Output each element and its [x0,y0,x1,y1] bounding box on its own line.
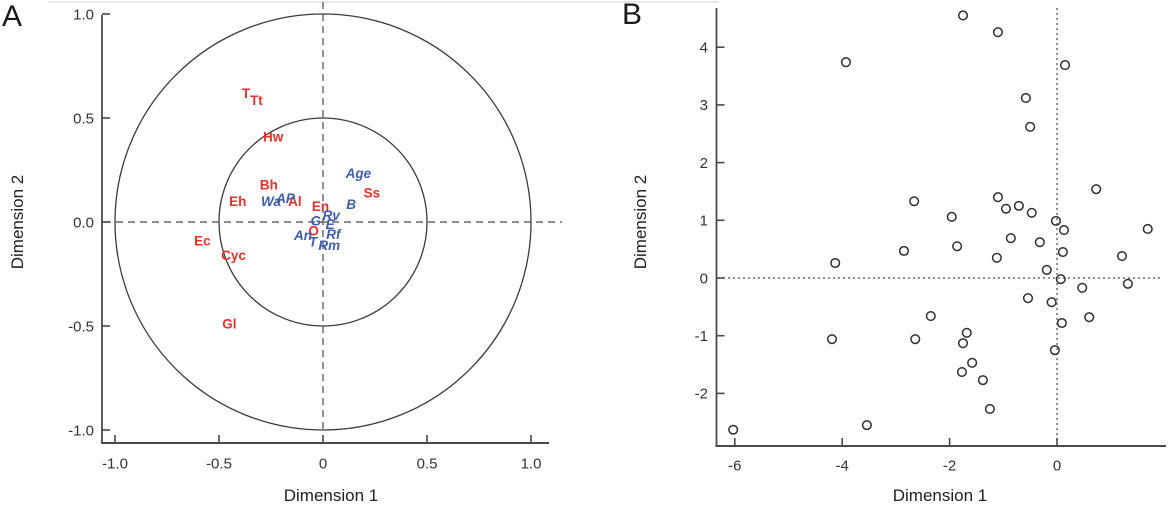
scatter-point [991,252,1002,263]
scatter-point [957,10,969,21]
panel-a-y-tick-label: 0.0 [73,214,94,231]
panel-b-y-tick-label: 1 [700,213,708,230]
panel-a-x-tick-label: 0 [319,455,327,472]
variable-label-Cyc: Cyc [221,248,246,263]
scatter-point [925,311,936,322]
scatter-point [910,334,921,345]
panel-a-x-tick-label: 1.0 [521,455,542,472]
scatter-point [952,241,963,252]
scatter-point [1034,237,1045,248]
variable-label-Ss: Ss [364,186,381,201]
panel-b-x-tick-label: -6 [728,457,741,474]
panel-b-x-tick-label: -4 [836,457,849,474]
panel-a-y-tick-label: -1.0 [68,422,94,439]
scatter-point [1022,293,1034,304]
panel-b-y-tick-label: -1 [695,328,708,345]
scatter-point [1116,251,1128,262]
scatter-point [1013,200,1024,211]
panel-b-x-tick-label: -2 [943,457,956,474]
panel-b-y-tick-label: 2 [700,155,708,172]
variable-label-Al: Al [288,194,302,209]
panel-a-x-tick-label: -0.5 [206,455,232,472]
scatter-point [957,338,969,349]
variable-label-B: B [346,197,356,212]
variable-label-AP: AP [275,191,296,206]
panel-a-x-tick-label: 0.5 [417,455,438,472]
variable-label-T: T [309,234,319,249]
panel-a-x-tick-label: -1.0 [102,455,128,472]
variable-label-Gl: Gl [222,317,236,332]
scatter-point [1000,203,1012,214]
variable-label-T: T [242,86,251,101]
variable-label-Wa: Wa [261,194,281,209]
scatter-point [1056,317,1067,329]
scatter-point [992,27,1003,38]
variable-label-O: O [308,223,319,238]
scatter-point [956,367,968,378]
panel-a-letter: A [2,0,23,33]
variable-label-Ec: Ec [194,233,211,248]
scatter-point [984,403,995,415]
variable-label-Rf: Rf [326,227,342,242]
variable-label-Hw: Hw [263,129,284,144]
scatter-point [830,257,841,269]
scatter-point [1091,184,1102,195]
panel-b-x-tick-label: 0 [1053,457,1061,474]
scatter-point [992,192,1003,203]
scatter-point [1060,60,1071,71]
scatter-point [1122,278,1133,289]
scatter-point [946,211,957,222]
scatter-point [898,245,910,256]
panel-b-y-tick-label: 0 [700,270,708,287]
scatter-point [1005,233,1016,244]
panel-b-y-tick-label: 3 [700,97,708,114]
variable-label-Tt: Tt [250,93,263,108]
scatter-point [1055,274,1066,285]
scatter-point [1057,246,1068,258]
scatter-point [1077,282,1088,293]
scatter-point [1050,215,1061,226]
scatter-point [1041,264,1052,275]
panel-b-x-axis-title: Dimension 1 [892,486,988,505]
scatter-point [728,424,739,435]
scatter-point [1020,92,1031,104]
panel-a-y-tick-label: 1.0 [73,6,94,23]
panel-b-y-tick-label: 4 [700,39,708,56]
scatter-point [1049,345,1060,356]
scatter-point [967,357,978,368]
scatter-point [961,327,972,338]
panel-b-y-axis-title: Dimension 2 [631,174,650,270]
panel-a-y-tick-label: -0.5 [68,318,94,335]
scatter-point [909,196,920,207]
scatter-point [1084,312,1095,323]
variable-label-Bh: Bh [260,177,278,192]
variable-label-An: An [293,228,312,243]
panel-b-letter: B [622,0,643,31]
panel-a-y-axis-title: Dimension 2 [8,174,27,270]
scatter-point [1025,121,1036,132]
variable-label-Rm: Rm [318,238,340,253]
panel-b-y-tick-label: -2 [695,386,708,403]
panel-a-y-tick-label: 0.5 [73,110,94,127]
scatter-point [840,57,852,68]
variable-label-Age: Age [345,166,372,181]
scatter-point [1142,223,1153,235]
scatter-point [1058,225,1070,236]
scatter-point [861,420,872,431]
scatter-point [826,334,838,345]
panel-a-x-axis-title: Dimension 1 [283,486,379,505]
variable-label-G: G [310,214,321,229]
variable-label-Eh: Eh [229,194,246,209]
scatter-point [1026,207,1037,218]
scatter-point [1046,297,1057,308]
variable-label-En: En [312,199,329,214]
variable-label-Rv: Rv [323,208,342,223]
scatter-point [977,375,988,386]
variable-label-E: E [326,217,336,232]
